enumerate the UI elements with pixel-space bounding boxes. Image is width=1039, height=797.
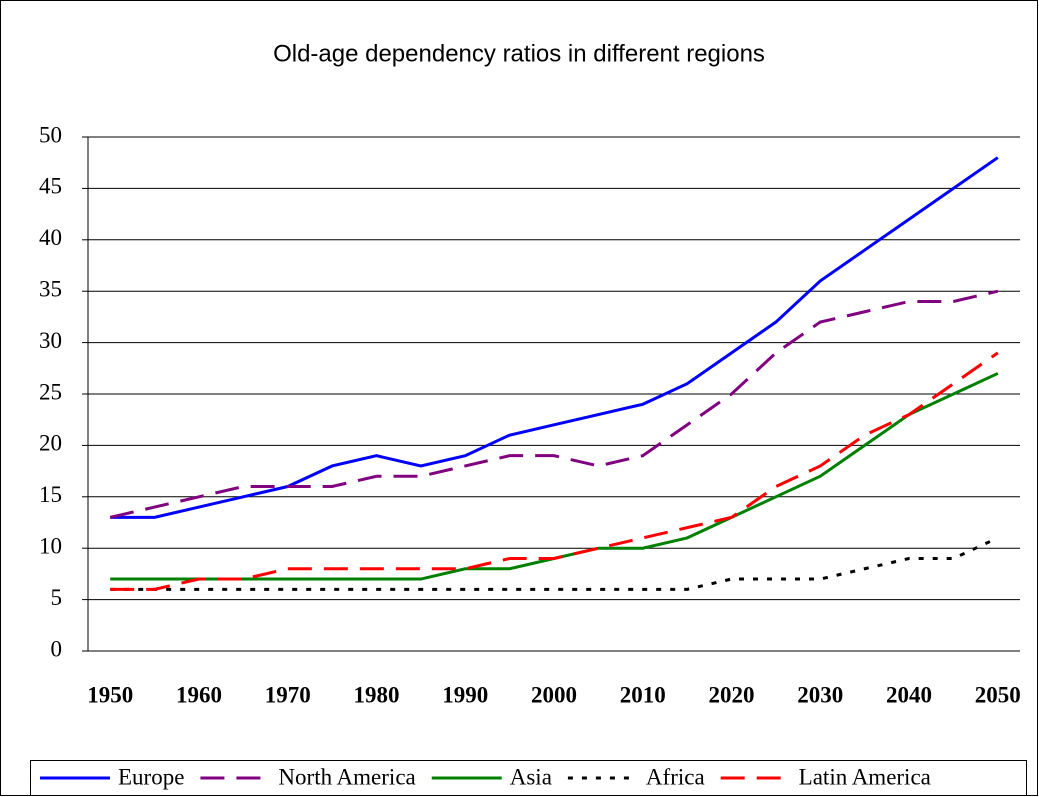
legend-label: Europe	[118, 764, 184, 789]
y-tick-label: 40	[39, 225, 62, 250]
y-tick-label: 20	[39, 431, 62, 456]
legend-label: North America	[278, 764, 415, 789]
x-tick-label: 1950	[87, 682, 133, 707]
series-line	[110, 156, 999, 519]
x-tick-label: 1970	[265, 682, 311, 707]
y-tick-label: 45	[39, 174, 62, 199]
x-tick-label: 2000	[531, 682, 577, 707]
y-tick-label: 10	[39, 533, 62, 558]
x-tick-label: 2010	[620, 682, 666, 707]
legend-label: Latin America	[799, 764, 931, 789]
chart-title: Old-age dependency ratios in different r…	[273, 40, 765, 67]
y-tick-label: 50	[39, 122, 62, 147]
series-line	[110, 351, 999, 591]
legend-label: Africa	[646, 764, 705, 789]
legend-label: Asia	[510, 764, 552, 789]
y-tick-label: 30	[39, 328, 62, 353]
legend-box	[30, 760, 1027, 796]
y-tick-label: 35	[39, 276, 62, 301]
y-tick-label: 5	[51, 585, 63, 610]
x-tick-label: 2020	[709, 682, 755, 707]
x-tick-label: 1980	[353, 682, 399, 707]
x-tick-label: 1960	[176, 682, 222, 707]
x-tick-label: 2050	[975, 682, 1021, 707]
series-line	[109, 289, 999, 519]
y-tick-label: 0	[51, 636, 63, 661]
y-tick-label: 25	[39, 379, 62, 404]
x-tick-label: 2030	[797, 682, 843, 707]
x-tick-label: 2040	[886, 682, 932, 707]
x-tick-label: 1990	[442, 682, 488, 707]
y-tick-label: 15	[39, 482, 62, 507]
